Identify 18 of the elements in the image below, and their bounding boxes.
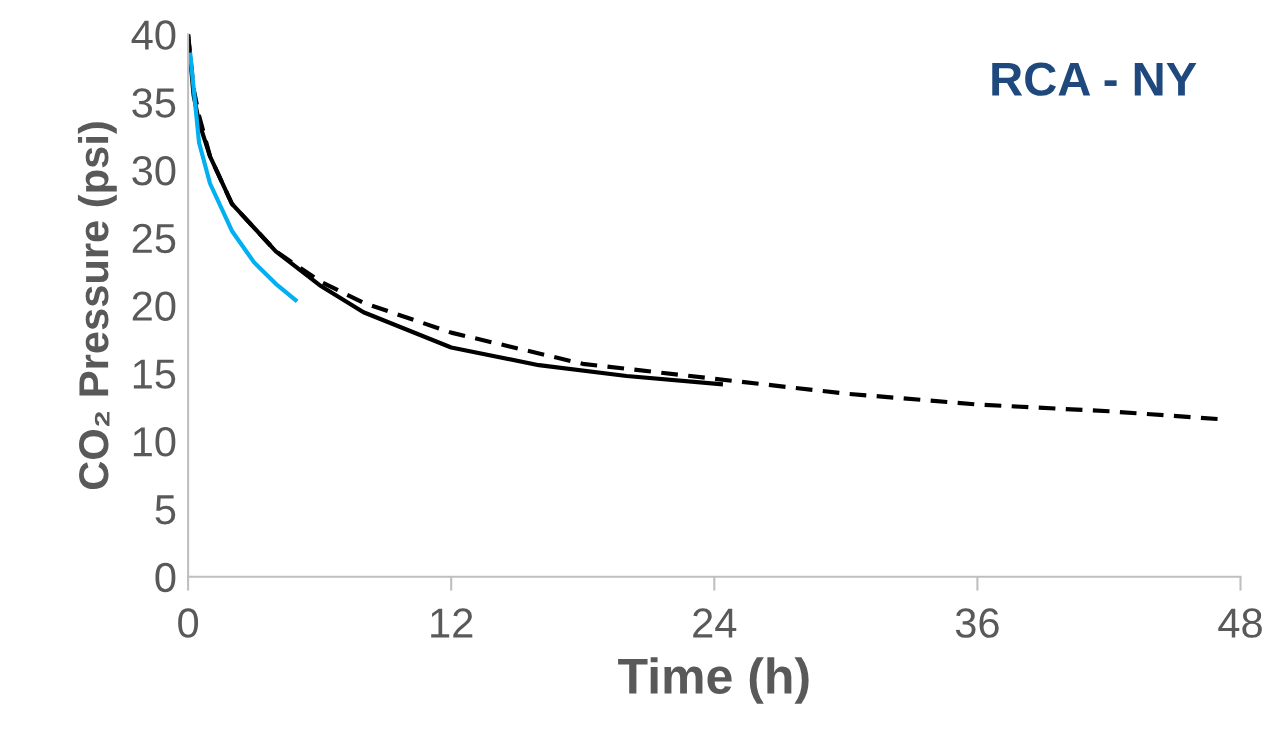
y-tick-label: 15 (133, 359, 176, 389)
x-tick-label: 12 (431, 608, 473, 638)
y-tick-label: 20 (132, 291, 176, 322)
y-tick-label: 0 (155, 562, 176, 593)
y-tick-label: 25 (132, 223, 176, 254)
y-tick-label: 40 (131, 20, 176, 50)
x-tick-label: 0 (178, 608, 199, 638)
line-series (188, 52, 298, 303)
y-tick-label: 35 (132, 88, 176, 118)
y-tick-label: 30 (132, 155, 176, 186)
y-tick-label: 10 (133, 427, 176, 457)
annotation: RCA - NY (992, 62, 1197, 96)
x-tick-label: 48 (1218, 608, 1262, 638)
x-tick-label: 36 (955, 608, 999, 638)
x-tick-label: 24 (693, 608, 737, 638)
y-axis-title: CO₂ Pressure (psi) (77, 122, 117, 490)
x-axis-title: Time (h) (618, 657, 809, 704)
y-tick-label: 5 (155, 495, 176, 525)
